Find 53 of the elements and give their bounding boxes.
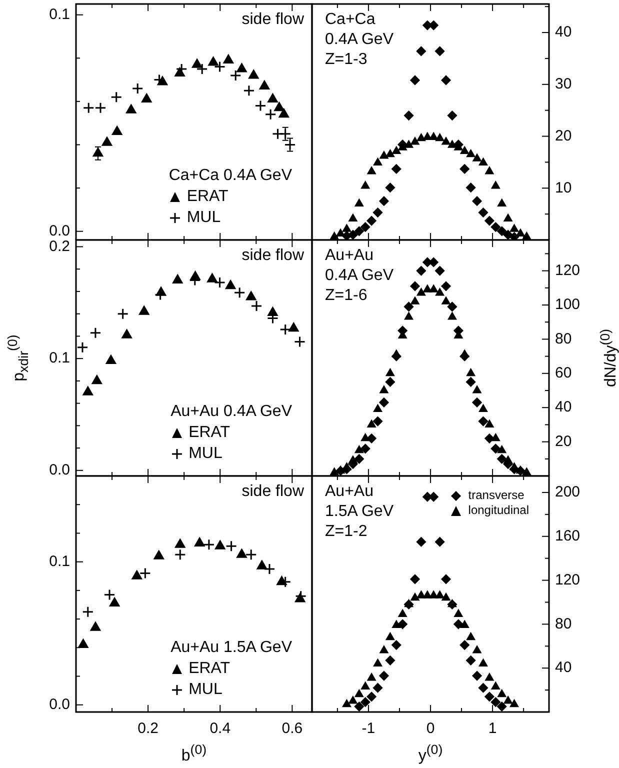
annotation: Z=1-3 [325, 50, 368, 70]
annotation: side flow [242, 246, 304, 266]
y-tick-label: 0.0 [49, 696, 70, 713]
y-tick-label: 60 [555, 364, 572, 382]
annotation: Z=1-2 [325, 522, 368, 542]
legend-title: Ca+Ca 0.4A GeV [168, 166, 292, 186]
legend-label: ERAT [188, 423, 230, 443]
y-tick-label: 0.1 [49, 350, 70, 367]
y-tick-label: 0.0 [49, 222, 70, 240]
y-tick-label: 100 [555, 296, 580, 314]
x-tick-label: 0.2 [138, 720, 158, 738]
y-tick-label: 30 [555, 76, 572, 93]
y-tick-label: 160 [555, 528, 580, 545]
y-tick-label: 40 [555, 398, 572, 416]
x-tick-label: -1 [362, 720, 376, 738]
y-tick-label: 0.2 [49, 238, 70, 255]
y-tick-label: 0.0 [49, 462, 70, 479]
annotation: Au+Au [325, 482, 374, 502]
legend-label: ERAT [188, 659, 230, 679]
annotation: side flow [242, 482, 304, 502]
y-tick-label: 10 [555, 179, 572, 196]
x-axis-title: y$^{(0)}$ [418, 742, 443, 766]
annotation: 1.5A GeV [325, 502, 394, 522]
legend-title: Au+Au 0.4A GeV [170, 402, 292, 422]
annotation: 0.4A GeV [325, 266, 394, 286]
y-tick-label: 40 [555, 24, 572, 41]
y-tick-label: 120 [555, 262, 580, 279]
x-tick-label: 0.6 [282, 720, 303, 738]
x-tick-label: 1 [488, 720, 497, 738]
y-tick-label: 120 [555, 571, 580, 588]
y-tick-label: 20 [555, 127, 572, 144]
y-tick-label: 200 [555, 484, 580, 501]
legend-label: transverse [468, 488, 524, 503]
annotation: side flow [242, 10, 304, 30]
x-tick-label: 0.4 [210, 720, 231, 738]
legend-label: longitudinal [468, 503, 529, 518]
legend-label: ERAT [186, 187, 228, 207]
annotation: Z=1-6 [325, 286, 368, 306]
y-tick-label: 80 [555, 615, 572, 632]
legend-label: MUL [188, 444, 222, 464]
annotation: 0.4A GeV [325, 30, 394, 50]
y-tick-label: 0.1 [49, 6, 70, 23]
x-tick-label: 0 [426, 720, 435, 738]
y-tick-label: 20 [555, 432, 572, 450]
annotation: Au+Au [325, 246, 374, 266]
legend-label: MUL [186, 208, 221, 228]
y-tick-label: 0.1 [49, 552, 70, 570]
annotation: Ca+Ca [325, 10, 376, 30]
y-tick-label: 40 [555, 659, 572, 676]
legend-label: MUL [188, 680, 222, 700]
y-tick-label: 80 [555, 330, 572, 348]
legend-title: Au+Au 1.5A GeV [170, 638, 292, 658]
x-axis-title: b$^{(0)}$ [181, 742, 207, 766]
